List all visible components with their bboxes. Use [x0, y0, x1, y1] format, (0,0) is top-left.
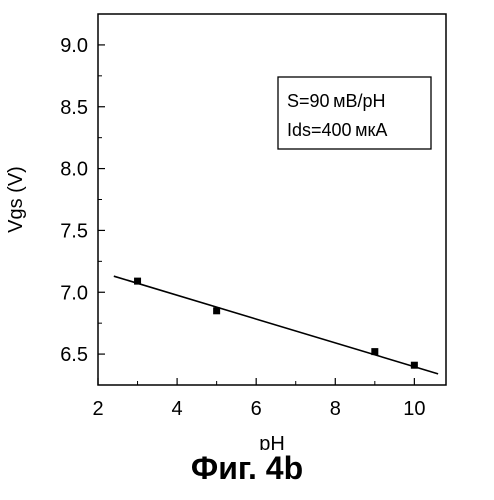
- x-tick-label: 4: [172, 398, 183, 420]
- y-tick-label: 7.5: [60, 220, 88, 242]
- figure-caption: Фиг. 4b: [0, 450, 494, 487]
- fit-line: [114, 276, 438, 374]
- data-point: [134, 278, 141, 285]
- plot-frame: [98, 14, 446, 385]
- x-tick-label: 8: [330, 398, 341, 420]
- y-tick-label: 6.5: [60, 344, 88, 366]
- vgs-vs-ph-chart: 2 4 6 8 10 6.5 7.0 7.5 8.0 8.5 9.0 pH Vgs (V) S=90 …: [0, 0, 494, 450]
- y-tick-label: 7.0: [60, 282, 88, 304]
- y-axis-label: Vgs (V): [5, 166, 27, 233]
- annotation-box: S=90 мВ/pH Ids=400 мкА: [278, 77, 431, 149]
- x-axis-label: pH: [259, 433, 285, 450]
- y-tick-label: 9.0: [60, 35, 88, 57]
- data-point: [371, 348, 378, 355]
- annotation-line: Ids=400 мкА: [287, 120, 387, 140]
- data-point: [213, 307, 220, 314]
- x-tick-label: 6: [251, 398, 262, 420]
- chart-labels: pH Vgs (V): [5, 166, 285, 450]
- chart-axes: [98, 14, 446, 385]
- x-tick-label: 2: [92, 398, 103, 420]
- data-point: [411, 362, 418, 369]
- chart-marks: [114, 276, 438, 374]
- y-tick-label: 8.5: [60, 97, 88, 119]
- x-tick-label: 10: [403, 398, 425, 420]
- annotation-line: S=90 мВ/pH: [287, 91, 386, 111]
- y-tick-label: 8.0: [60, 159, 88, 181]
